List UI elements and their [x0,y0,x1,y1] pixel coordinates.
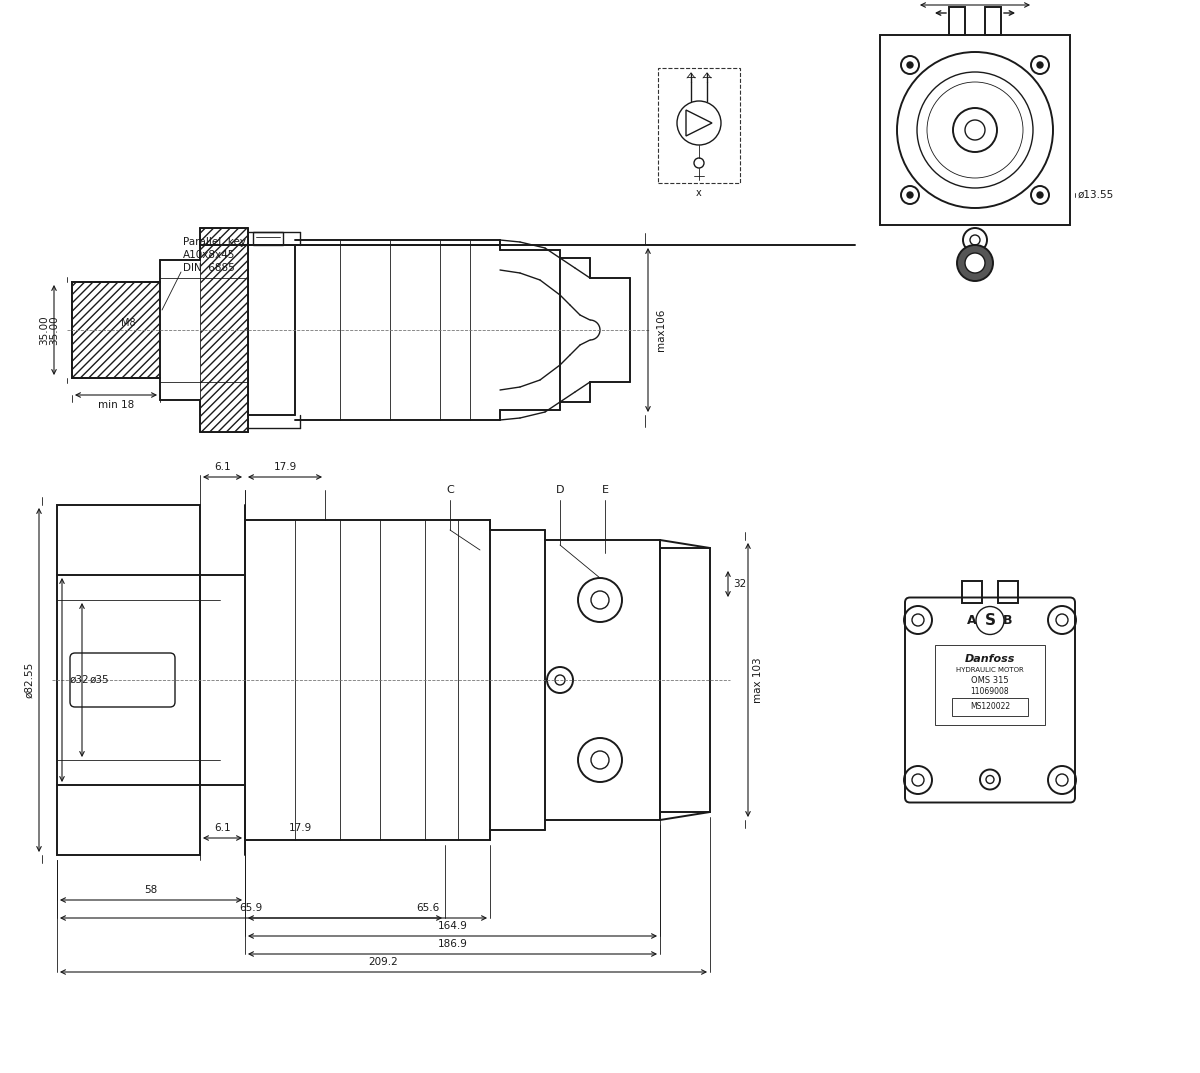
Text: x: x [696,188,702,199]
Bar [253,232,283,245]
Text: 17.9: 17.9 [288,823,312,833]
Text: OMS 315: OMS 315 [971,676,1009,685]
Text: max106: max106 [656,309,666,351]
Text: ø13.55: ø13.55 [1078,190,1115,200]
Text: 11069008: 11069008 [971,687,1009,696]
Bar [658,68,740,183]
Bar [200,575,245,785]
Text: A: A [967,614,977,627]
Bar [935,645,1045,724]
Text: E: E [601,485,608,495]
Circle shape [1037,192,1043,199]
Text: 6.1: 6.1 [214,823,230,833]
Bar [880,35,1070,225]
Circle shape [1037,62,1043,68]
Text: 58: 58 [144,885,157,895]
Text: B: B [1003,614,1013,627]
Text: 186.9: 186.9 [438,939,468,949]
Bar [962,580,982,603]
Bar [245,520,490,840]
Text: ø32: ø32 [70,675,90,685]
Text: 32: 32 [733,579,746,589]
Bar [985,8,1001,35]
Circle shape [907,192,913,199]
Text: 65.9: 65.9 [239,903,263,913]
Text: S: S [984,613,996,628]
Bar [998,580,1018,603]
Text: Danfoss: Danfoss [965,653,1015,663]
Bar [545,540,660,820]
Bar [949,8,965,35]
Text: ø82.55: ø82.55 [24,662,34,699]
Text: max 103: max 103 [754,657,763,703]
Text: 209.2: 209.2 [368,957,398,967]
Bar [660,548,710,812]
Text: min 18: min 18 [98,400,134,410]
Text: 164.9: 164.9 [438,921,468,931]
Bar [200,227,248,432]
Circle shape [965,253,985,273]
Text: 6.1: 6.1 [214,462,230,472]
Bar [58,505,200,855]
Text: Parallel  key
A10x8x45
DIN  6885: Parallel key A10x8x45 DIN 6885 [182,237,246,274]
Bar [72,282,160,378]
Bar [952,697,1028,716]
Circle shape [907,62,913,68]
Text: MS120022: MS120022 [970,702,1010,711]
Text: 17.9: 17.9 [274,462,296,472]
Text: C: C [446,485,454,495]
Text: 35.00: 35.00 [38,315,49,344]
Text: HYDRAULIC MOTOR: HYDRAULIC MOTOR [956,667,1024,674]
Text: D: D [556,485,564,495]
Text: M8: M8 [121,318,136,328]
Circle shape [958,245,994,281]
Text: ø35: ø35 [90,675,109,685]
Text: 65.6: 65.6 [416,903,439,913]
Text: 35.00: 35.00 [49,315,59,344]
